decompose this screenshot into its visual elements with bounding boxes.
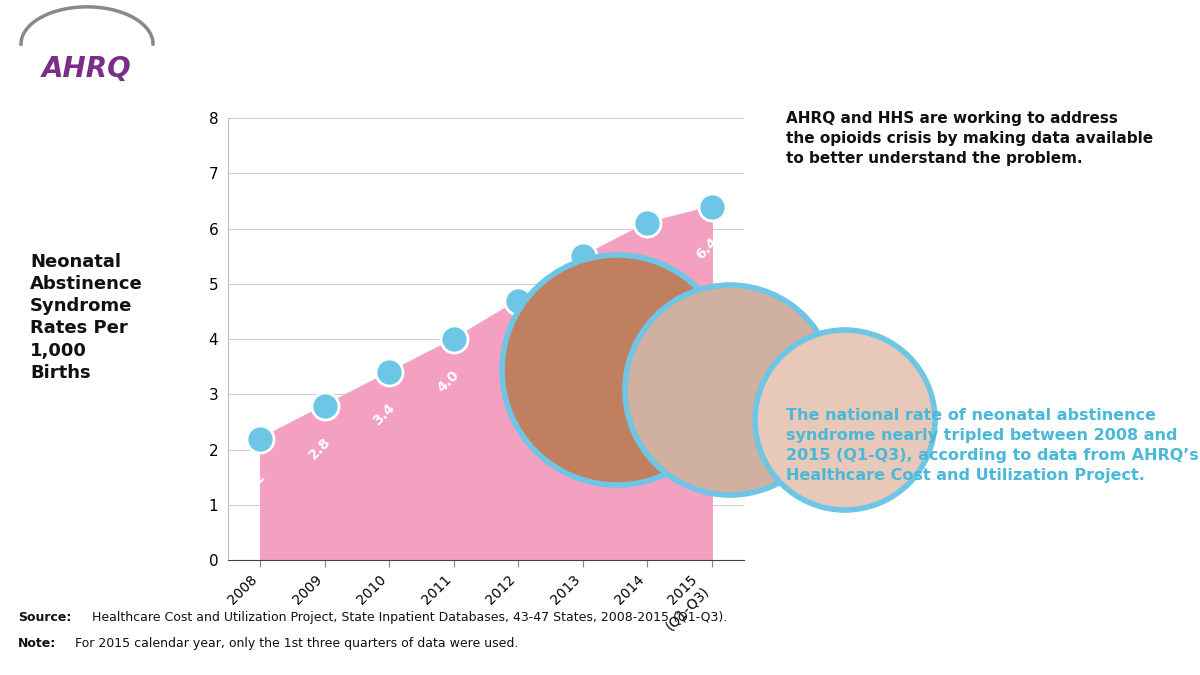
Point	[316, 400, 335, 411]
Point	[702, 201, 721, 212]
Text: 6.1: 6.1	[629, 252, 655, 279]
Point	[444, 334, 463, 344]
Point	[251, 433, 270, 444]
Text: Source:: Source:	[18, 611, 71, 624]
Point	[379, 367, 398, 378]
Point	[637, 218, 656, 229]
Circle shape	[755, 330, 935, 510]
Text: 4.7: 4.7	[499, 329, 527, 356]
Text: 5.5: 5.5	[564, 285, 592, 313]
Circle shape	[502, 255, 732, 485]
Text: The national rate of neonatal abstinence
syndrome nearly tripled between 2008 an: The national rate of neonatal abstinence…	[786, 408, 1199, 483]
Text: 2.8: 2.8	[306, 434, 334, 462]
Circle shape	[625, 285, 835, 495]
Text: 3.4: 3.4	[371, 401, 397, 429]
Text: Neonatal
Abstinence
Syndrome
Rates Per
1,000
Births: Neonatal Abstinence Syndrome Rates Per 1…	[30, 252, 143, 382]
Point	[509, 295, 528, 306]
FancyBboxPatch shape	[0, 0, 174, 98]
Text: For 2015 calendar year, only the 1st three quarters of data were used.: For 2015 calendar year, only the 1st thr…	[71, 637, 518, 649]
Text: 4.0: 4.0	[434, 368, 462, 396]
Text: AHRQ: AHRQ	[42, 55, 132, 82]
Point	[574, 251, 593, 262]
Text: 2.2: 2.2	[241, 469, 269, 496]
Text: AHRQ and HHS are working to address
the opioids crisis by making data available
: AHRQ and HHS are working to address the …	[786, 111, 1153, 166]
Text: Note:: Note:	[18, 637, 56, 649]
Text: 6.4: 6.4	[692, 236, 720, 263]
Text: Healthcare Cost and Utilization Project, State Inpatient Databases, 43-47 States: Healthcare Cost and Utilization Project,…	[88, 611, 727, 624]
Text: More Babies Born Dependent on Opioids: More Babies Born Dependent on Opioids	[250, 36, 1106, 72]
